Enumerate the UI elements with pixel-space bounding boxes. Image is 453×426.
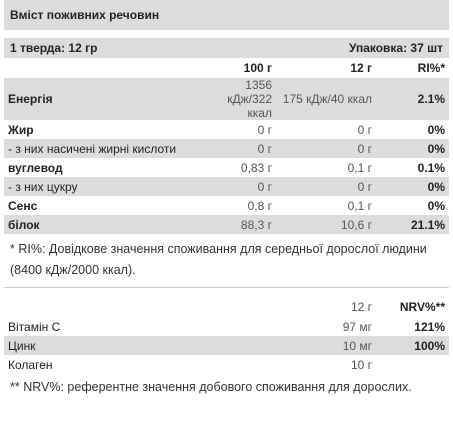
- nutrient-label: вуглевод: [8, 160, 63, 175]
- header-row: 12 г NRV%**: [4, 297, 449, 317]
- separator: [4, 287, 449, 288]
- value-per-100g: 1356 кДж/322 ккал: [210, 78, 276, 120]
- column-header: 12 г: [350, 61, 372, 75]
- nutrient-row: Цинк 10 мг 100%: [4, 336, 449, 355]
- ri-percent: 21.1%: [376, 215, 449, 234]
- value-per-serving: 97 мг: [342, 319, 372, 334]
- value-per-serving: 0,1 г: [347, 198, 372, 213]
- ri-percent: 2.1%: [376, 78, 449, 120]
- value-per-100g: 0 г: [210, 177, 276, 196]
- value-per-serving: 0,1 г: [347, 160, 372, 175]
- serving-bar: 1 тверда: 12 гр Упаковка: 37 шт: [4, 38, 449, 58]
- ri-percent: 0%: [376, 177, 449, 196]
- value-per-serving: 10 г: [350, 357, 372, 372]
- nutrient-row: вуглевод 0,83 г 0,1 г 0.1%: [4, 158, 449, 177]
- value-per-serving: 10,6 г: [276, 215, 376, 234]
- nutrient-label: Вітамін С: [8, 319, 61, 334]
- nutrient-label: Енергія: [4, 78, 210, 120]
- value-per-100g: 0,8 г: [247, 198, 272, 213]
- header-cell: [4, 297, 276, 317]
- value-per-serving: 175 кДж/40 ккал: [276, 78, 376, 120]
- serving-size: 1 тверда: 12 гр: [10, 41, 98, 55]
- ri-percent: 0.1%: [417, 160, 445, 175]
- ri-percent: 0%: [427, 198, 445, 213]
- nutrient-label: Сенс: [8, 198, 38, 213]
- column-header: NRV%**: [399, 300, 445, 314]
- value-per-serving: 0 г: [357, 122, 372, 137]
- header-row: 100 г 12 г RI%*: [4, 58, 449, 78]
- footnote: * RI%: Довідкове значення споживання для…: [10, 242, 427, 277]
- nutrient-row: Сенс 0,8 г 0,1 г 0%: [4, 196, 449, 215]
- nutrient-label: - з них насичені жирні кислоти: [4, 139, 210, 158]
- nutrient-label: Цинк: [4, 336, 276, 355]
- value-per-100g: 0,83 г: [240, 160, 272, 175]
- nutrient-label: - з них цукру: [4, 177, 210, 196]
- ri-percent: 0%: [376, 139, 449, 158]
- nutrient-label: Жир: [8, 122, 34, 137]
- footnote: ** NRV%: референтне значення добового сп…: [10, 380, 412, 394]
- column-header: RI%*: [417, 61, 445, 75]
- nutrient-row: білок 88,3 г 10,6 г 21.1%: [4, 215, 449, 234]
- title: Вміст поживних речовин: [4, 0, 449, 30]
- value-per-100g: 0 г: [257, 122, 272, 137]
- nutrient-row: Вітамін С 97 мг 121%: [4, 317, 449, 336]
- value-per-100g: 0 г: [210, 139, 276, 158]
- value-per-serving: 0 г: [276, 177, 376, 196]
- column-header: 12 г: [350, 300, 372, 314]
- package-size: Упаковка: 37 шт: [348, 41, 443, 55]
- value-per-serving: 0 г: [276, 139, 376, 158]
- nutrient-row: Колаген 10 г: [4, 355, 449, 374]
- nrv-percent: 121%: [414, 319, 445, 334]
- value-per-serving: 10 мг: [276, 336, 376, 355]
- value-per-100g: 88,3 г: [210, 215, 276, 234]
- ri-percent: 0%: [427, 122, 445, 137]
- nutrition-panel: Вміст поживних речовин 1 тверда: 12 гр У…: [4, 0, 449, 398]
- header-cell: [4, 58, 210, 78]
- nutrient-label: Колаген: [8, 357, 53, 372]
- nutrition-table: 100 г 12 г RI%* Енергія 1356 кДж/322 ккал 175…: [4, 58, 449, 234]
- nutrient-row: Жир 0 г 0 г 0%: [4, 120, 449, 139]
- column-header: 100 г: [243, 61, 272, 75]
- nutrient-row: Енергія 1356 кДж/322 ккал 175 кДж/40 ккал 2…: [4, 78, 449, 120]
- nrv-percent: 100%: [376, 336, 449, 355]
- nutrient-label: білок: [4, 215, 210, 234]
- vitamin-table: 12 г NRV%** Вітамін С 97 мг 121% Цинк 10 мг 100…: [4, 297, 449, 374]
- empty-cell: [376, 355, 449, 374]
